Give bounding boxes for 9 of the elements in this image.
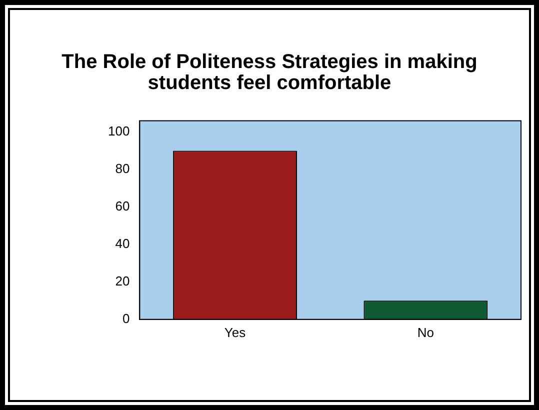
y-tick-label: 20 xyxy=(115,274,130,289)
y-tick-label: 0 xyxy=(122,310,130,326)
y-tick-label: 40 xyxy=(115,236,130,252)
y-tick-label: 100 xyxy=(108,124,130,139)
y-tick-label: 60 xyxy=(115,198,130,214)
x-tick-label: Yes xyxy=(224,324,246,340)
x-tick-label: No xyxy=(417,324,434,340)
chart-title: The Role of Politeness Strategies in making students feel comfortable xyxy=(60,51,478,94)
y-tick-label: 80 xyxy=(115,161,130,176)
